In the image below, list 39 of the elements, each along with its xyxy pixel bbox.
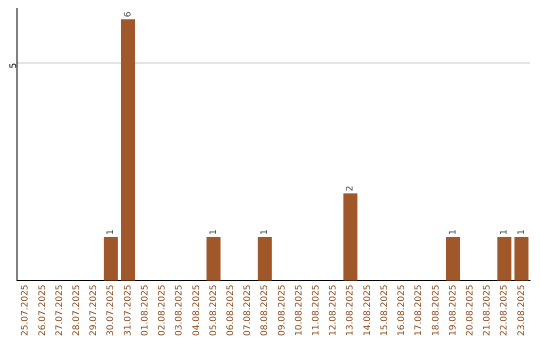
x-tick-label: 19.08.2025: [448, 284, 458, 336]
data-label: 1: [516, 229, 527, 235]
x-tick-label: 08.08.2025: [260, 284, 270, 336]
data-label: 2: [346, 186, 356, 192]
data-label: 1: [106, 229, 116, 235]
x-tick-label: 01.08.2025: [140, 284, 150, 336]
x-tick-label: 30.07.2025: [106, 284, 116, 336]
data-label: 1: [208, 229, 219, 235]
x-tick-label: 31.07.2025: [123, 284, 134, 336]
x-tick-label: 25.07.2025: [20, 284, 31, 336]
x-tick-label: 11.08.2025: [312, 284, 322, 336]
x-tick-label: 26.07.2025: [38, 284, 48, 336]
x-tick-label: 16.08.2025: [397, 284, 408, 336]
x-tick-label: 28.07.2025: [72, 284, 82, 336]
x-tick-label: 21.08.2025: [482, 284, 493, 336]
x-tick-label: 23.08.2025: [516, 284, 527, 336]
x-tick-label: 15.08.2025: [380, 284, 390, 336]
x-tick-label: 03.08.2025: [174, 284, 185, 336]
x-tick-label: 04.08.2025: [192, 284, 202, 336]
x-tick-label: 20.08.2025: [465, 284, 476, 336]
x-tick-label: 29.07.2025: [89, 284, 100, 336]
x-tick-label: 10.08.2025: [294, 284, 304, 336]
x-tick-label: 22.08.2025: [500, 284, 510, 336]
data-label: 1: [500, 229, 510, 235]
x-tick-label: 05.08.2025: [208, 284, 219, 336]
x-tick-label: 07.08.2025: [243, 284, 254, 336]
x-tick-label: 27.07.2025: [54, 284, 65, 336]
x-tick-label: 17.08.2025: [414, 284, 424, 336]
x-tick-label: 18.08.2025: [431, 284, 442, 336]
x-tick-label: 12.08.2025: [328, 284, 339, 336]
x-tick-label: 06.08.2025: [226, 284, 236, 336]
data-label: 1: [448, 229, 458, 235]
y-tick-label: 5: [9, 62, 20, 69]
x-tick-label: 14.08.2025: [362, 284, 373, 336]
data-label: 1: [260, 229, 270, 235]
data-label: 6: [123, 11, 134, 18]
x-tick-label: 02.08.2025: [158, 284, 168, 336]
x-tick-label: 09.08.2025: [277, 284, 288, 336]
x-tick-label: 13.08.2025: [346, 284, 356, 336]
